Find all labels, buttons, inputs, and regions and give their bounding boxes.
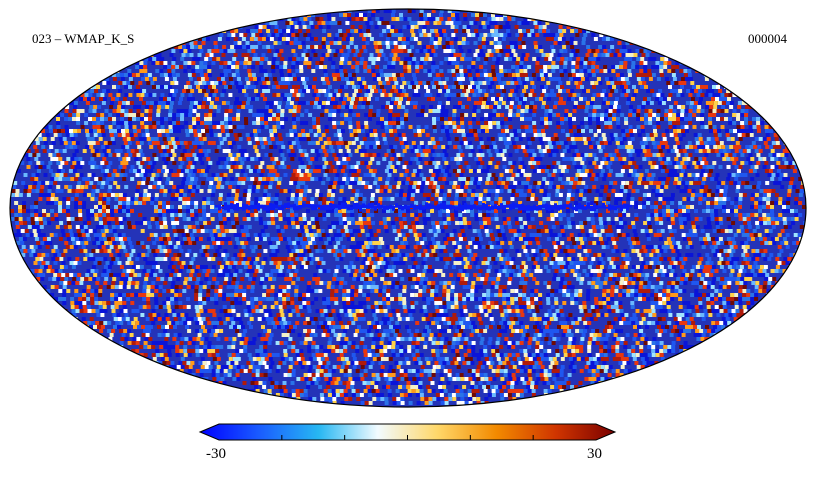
galactic-plane-band [215,202,632,213]
colorbar-min-label: -30 [206,446,226,462]
colorbar [198,423,617,441]
galactic-plane-pixels [215,202,632,213]
map-id: 000004 [748,31,787,46]
noise-pixel-group [15,9,806,405]
colorbar-bar [198,423,617,441]
sky-map-fill [10,9,806,407]
colorbar-max-label: 30 [587,446,602,462]
map-title: 023 – WMAP_K_S [32,31,135,46]
colorbar-ticks [281,435,534,440]
noise-pixel-group [10,9,806,405]
noise-pixel-group [10,9,789,405]
sky-map-outline [9,8,807,408]
